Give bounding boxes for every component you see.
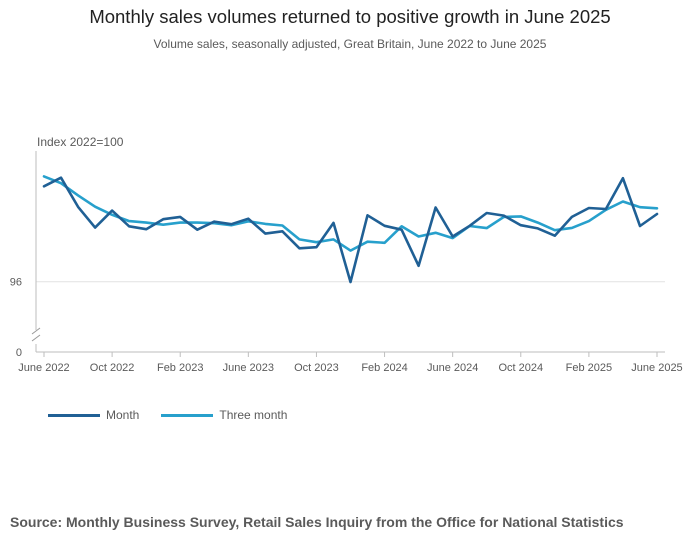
chart-subtitle: Volume sales, seasonally adjusted, Great…: [153, 37, 547, 51]
legend-item-three-month[interactable]: Three month: [161, 408, 287, 422]
legend-swatch-month: [48, 413, 100, 417]
axis-break-mark-2: [31, 334, 41, 342]
x-axis-ticks: June 2022 Oct 2022 Feb 2023 June 2023 Oct 20…: [18, 352, 683, 374]
legend-swatch-three-month: [161, 413, 214, 417]
x-tick-label: Oct 2024: [498, 362, 543, 374]
legend-item-month[interactable]: Month: [48, 408, 139, 422]
axes: [31, 151, 665, 353]
y-tick-label-96: 96: [10, 277, 22, 289]
x-tick-label: June 2024: [427, 362, 478, 374]
axis-break-mark-1: [31, 327, 41, 335]
x-tick-label: Feb 2023: [157, 362, 203, 374]
y-axis-label: Index 2022=100: [37, 135, 124, 149]
x-tick-label: Oct 2023: [294, 362, 339, 374]
series-lines: [42, 175, 659, 284]
y-tick-label-0: 0: [16, 347, 22, 359]
x-tick-label: Feb 2024: [361, 362, 407, 374]
x-tick-label: Feb 2025: [566, 362, 612, 374]
series-line-three-month: [42, 175, 659, 252]
chart-title: Monthly sales volumes returned to positi…: [89, 6, 611, 27]
x-tick-label: June 2023: [223, 362, 274, 374]
x-tick-label: Oct 2022: [90, 362, 135, 374]
legend-label-month: Month: [106, 408, 140, 422]
legend-label-three-month: Three month: [219, 408, 288, 422]
y-axis-ticks: 96 0: [10, 277, 22, 359]
x-tick-label: June 2025: [631, 362, 682, 374]
x-tick-label: June 2022: [18, 362, 69, 374]
legend: Month Three month: [48, 408, 287, 422]
series-line-month: [42, 176, 659, 284]
source-note: Source: Monthly Business Survey, Retail …: [10, 514, 624, 530]
